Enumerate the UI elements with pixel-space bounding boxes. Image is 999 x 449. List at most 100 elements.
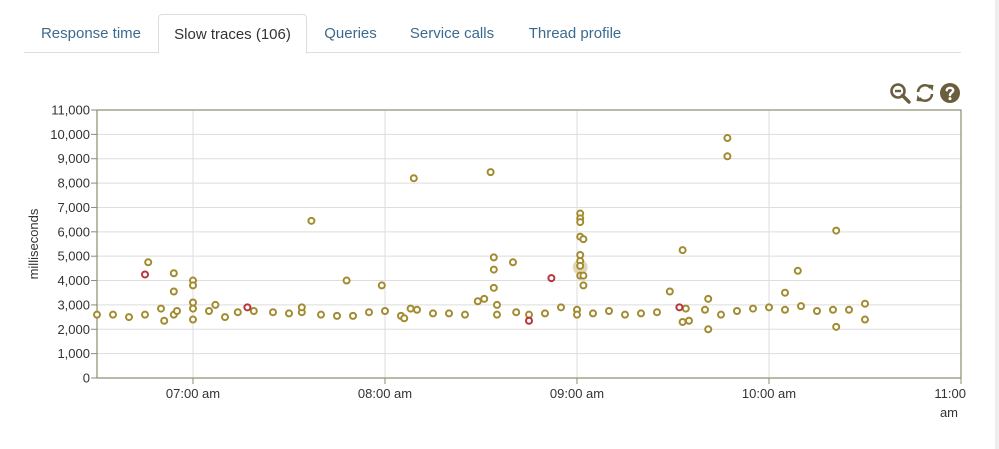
trace-point[interactable] <box>307 216 316 225</box>
trace-point[interactable] <box>486 168 495 177</box>
trace-point[interactable] <box>576 218 585 227</box>
trace-point[interactable] <box>189 281 197 290</box>
trace-point[interactable] <box>781 288 789 297</box>
trace-point-error[interactable] <box>675 303 684 312</box>
trace-point[interactable] <box>637 309 645 318</box>
trace-point[interactable] <box>845 305 853 314</box>
trace-point-error[interactable] <box>547 274 556 283</box>
trace-point[interactable] <box>541 309 549 318</box>
trace-point[interactable] <box>221 313 229 322</box>
trace-point[interactable] <box>704 294 713 303</box>
trace-point[interactable] <box>576 261 585 270</box>
trace-point[interactable] <box>723 152 732 161</box>
trace-point[interactable] <box>489 253 498 262</box>
trace-point[interactable] <box>765 303 773 312</box>
trace-point[interactable] <box>509 258 517 267</box>
trace-point[interactable] <box>681 304 690 313</box>
trace-point[interactable] <box>381 307 389 315</box>
trace-point[interactable] <box>169 287 178 296</box>
trace-point[interactable] <box>445 309 453 318</box>
trace-point[interactable] <box>781 305 789 314</box>
trace-point[interactable] <box>333 311 341 320</box>
trace-point[interactable] <box>797 302 805 311</box>
trace-point[interactable] <box>269 308 277 317</box>
trace-point[interactable] <box>409 174 418 183</box>
trace-point[interactable] <box>829 305 837 314</box>
trace-point[interactable] <box>473 297 482 306</box>
trace-point[interactable] <box>365 308 373 317</box>
trace-point[interactable] <box>211 300 220 309</box>
trace-point[interactable] <box>169 269 178 278</box>
trace-point[interactable] <box>189 304 197 313</box>
trace-point[interactable] <box>579 271 588 280</box>
trace-point[interactable] <box>285 309 293 318</box>
trace-point[interactable] <box>125 313 133 322</box>
trace-point[interactable] <box>573 310 581 319</box>
trace-point[interactable] <box>377 281 386 290</box>
trace-point[interactable] <box>717 310 725 319</box>
trace-point[interactable] <box>342 276 351 285</box>
x-tick-label: 10:00 am <box>742 386 796 401</box>
trace-point[interactable] <box>678 246 687 255</box>
tab-queries[interactable]: Queries <box>324 25 377 42</box>
trace-point[interactable] <box>406 304 415 313</box>
trace-point[interactable] <box>813 307 821 315</box>
trace-point[interactable] <box>701 305 709 314</box>
refresh-icon[interactable] <box>914 82 936 104</box>
trace-point[interactable] <box>141 310 149 319</box>
trace-point[interactable] <box>493 310 501 319</box>
trace-point[interactable] <box>189 315 197 324</box>
scrollbar[interactable] <box>995 0 999 449</box>
trace-point[interactable] <box>413 305 421 314</box>
chart-toolbar <box>889 82 963 106</box>
tab-thread-profile[interactable]: Thread profile <box>528 25 622 42</box>
trace-point[interactable] <box>579 281 588 290</box>
trace-point[interactable] <box>480 294 489 303</box>
trace-point[interactable] <box>749 304 757 313</box>
trace-point[interactable] <box>429 309 437 318</box>
trace-point[interactable] <box>557 303 565 312</box>
trace-point[interactable] <box>861 315 869 324</box>
trace-point-error[interactable] <box>525 316 533 325</box>
trace-point[interactable] <box>579 235 588 244</box>
trace-point[interactable] <box>589 309 597 318</box>
trace-point[interactable] <box>493 300 501 309</box>
trace-point-error[interactable] <box>141 270 149 279</box>
trace-point[interactable] <box>793 266 802 275</box>
zoom-out-icon[interactable] <box>889 82 911 104</box>
trace-point[interactable] <box>157 304 165 313</box>
trace-point[interactable] <box>144 258 153 267</box>
trace-point[interactable] <box>249 307 258 315</box>
tab-service-calls[interactable]: Service calls <box>409 25 495 42</box>
trace-point[interactable] <box>685 316 693 325</box>
trace-point[interactable] <box>93 310 101 319</box>
trace-point[interactable] <box>109 310 117 319</box>
trace-point[interactable] <box>512 308 521 317</box>
trace-point[interactable] <box>832 322 841 331</box>
trace-point[interactable] <box>461 310 469 319</box>
trace-point[interactable] <box>173 307 181 315</box>
trace-point[interactable] <box>605 307 613 315</box>
trace-point[interactable] <box>349 311 357 320</box>
trace-point[interactable] <box>489 265 498 274</box>
trace-point[interactable] <box>723 134 732 143</box>
trace-point[interactable] <box>704 325 713 334</box>
trace-point[interactable] <box>832 226 841 235</box>
tab-slow-traces[interactable]: Slow traces (106) <box>158 14 307 54</box>
tab-response-time[interactable]: Response time <box>40 25 142 42</box>
trace-point[interactable] <box>317 310 325 319</box>
trace-point[interactable] <box>653 308 661 317</box>
trace-point[interactable] <box>733 307 741 315</box>
trace-point[interactable] <box>861 299 869 308</box>
trace-point[interactable] <box>160 316 169 325</box>
trace-point[interactable] <box>678 317 687 326</box>
trace-point[interactable] <box>621 310 629 319</box>
trace-point[interactable] <box>205 307 213 315</box>
help-icon[interactable] <box>939 82 961 104</box>
trace-point[interactable] <box>233 308 242 317</box>
trace-point[interactable] <box>489 283 498 292</box>
trace-point[interactable] <box>665 287 674 296</box>
trace-point-error[interactable] <box>243 303 252 312</box>
trace-point[interactable] <box>400 314 409 323</box>
trace-point[interactable] <box>297 303 306 312</box>
